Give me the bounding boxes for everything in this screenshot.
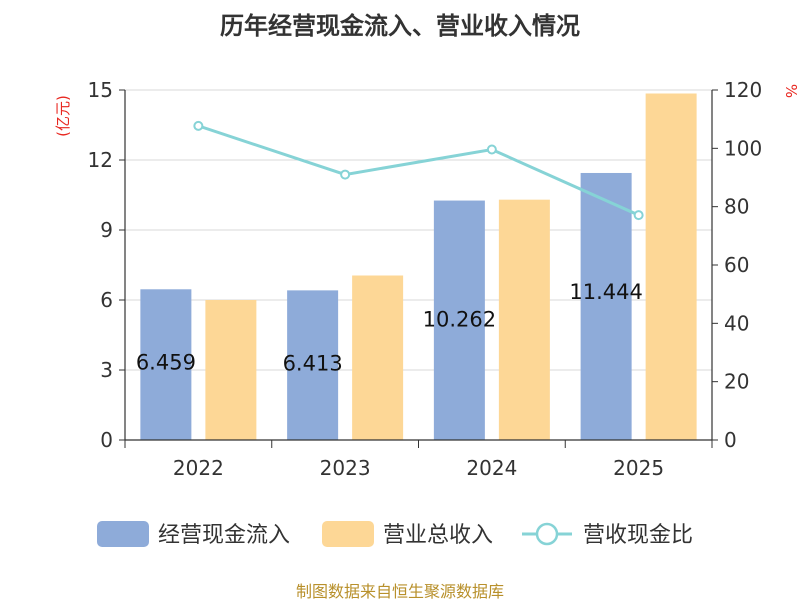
data-label: 6.459: [136, 350, 196, 374]
legend-label: 营收现金比: [583, 523, 693, 548]
x-tick-label: 2023: [320, 456, 371, 480]
left-tick-label: 6: [100, 288, 113, 312]
ratio-point: [633, 210, 644, 221]
ratio-line: [197, 124, 640, 217]
legend-label: 营业总收入: [383, 523, 493, 548]
x-tick-label: 2022: [173, 456, 224, 480]
legend-swatch-revenue: [322, 521, 374, 547]
left-tick-label: 15: [88, 78, 113, 102]
right-tick-label: 120: [724, 78, 762, 102]
left-tick-label: 12: [88, 148, 113, 172]
ratio-point: [193, 120, 204, 131]
cash-inflow-bar: [140, 289, 192, 440]
ratio-point: [486, 144, 497, 155]
right-tick-label: 0: [724, 428, 737, 452]
legend-label: 经营现金流入: [158, 523, 290, 548]
left-tick-label: 0: [100, 428, 113, 452]
revenue-bar: [645, 93, 697, 440]
left-axis-unit: (亿元): [54, 95, 72, 137]
chart-title: 历年经营现金流入、营业收入情况: [220, 12, 580, 40]
data-label: 11.444: [569, 280, 642, 304]
revenue-bar: [352, 275, 404, 440]
cash-inflow-bar: [580, 172, 632, 440]
legend: 经营现金流入 营业总收入 营收现金比: [97, 521, 693, 548]
axes: 0 3 6 9 12 15 0 20 40 60 80 100 120 (亿元)% 2022 2023 2024…: [54, 78, 800, 480]
data-label: 10.262: [423, 308, 496, 332]
source-note: 制图数据来自恒生聚源数据库: [295, 582, 504, 601]
x-tick-label: 2025: [613, 456, 664, 480]
revenue-bar: [498, 199, 550, 440]
cash-inflow-bar: [287, 290, 339, 440]
bars: [140, 93, 697, 440]
left-tick-label: 3: [100, 358, 113, 382]
ratio-point: [340, 169, 351, 180]
legend-swatch-ratio-marker: [535, 522, 559, 546]
right-tick-label: 100: [724, 136, 762, 160]
right-tick-label: 80: [724, 195, 749, 219]
data-label: 6.413: [283, 351, 343, 375]
x-tick-label: 2024: [466, 456, 517, 480]
revenue-bar: [205, 300, 257, 440]
left-tick-label: 9: [100, 218, 113, 242]
right-axis-unit: %: [782, 84, 800, 98]
right-tick-label: 60: [724, 253, 749, 277]
right-tick-label: 20: [724, 370, 749, 394]
line-series: [193, 120, 644, 221]
cash-inflow-bar: [433, 200, 485, 440]
data-labels: 6.459 6.413 10.262 11.444: [136, 280, 643, 375]
legend-swatch-cash-inflow: [97, 521, 149, 547]
right-tick-label: 40: [724, 311, 749, 335]
